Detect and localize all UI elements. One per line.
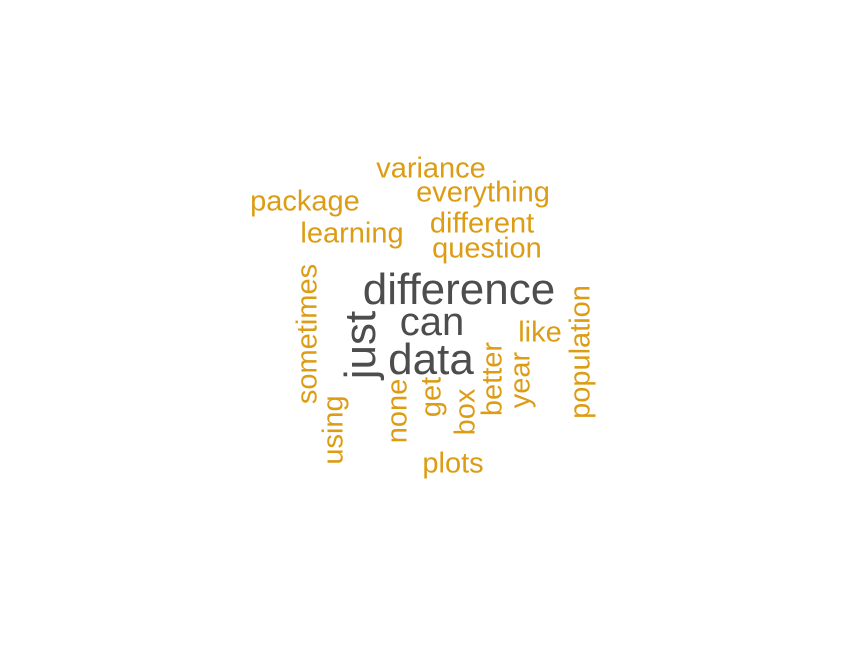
word-question: question: [432, 232, 542, 265]
word-population: population: [564, 285, 597, 419]
word-sometimes: sometimes: [291, 263, 324, 405]
word-data: data: [388, 335, 474, 384]
word-like: like: [518, 316, 562, 349]
word-just: just: [336, 310, 385, 380]
word-difference: difference: [362, 265, 556, 314]
word-better: better: [476, 341, 509, 417]
word-can: can: [399, 300, 465, 344]
word-plots: plots: [422, 447, 484, 480]
word-learning: learning: [300, 217, 404, 250]
word-year: year: [504, 351, 537, 409]
word-get: get: [415, 376, 448, 418]
word-different: different: [429, 207, 535, 240]
word-everything: everything: [416, 176, 550, 209]
word-variance: variance: [376, 152, 486, 185]
word-none: none: [381, 378, 414, 444]
word-package: package: [250, 185, 360, 218]
word-using: using: [317, 395, 350, 465]
